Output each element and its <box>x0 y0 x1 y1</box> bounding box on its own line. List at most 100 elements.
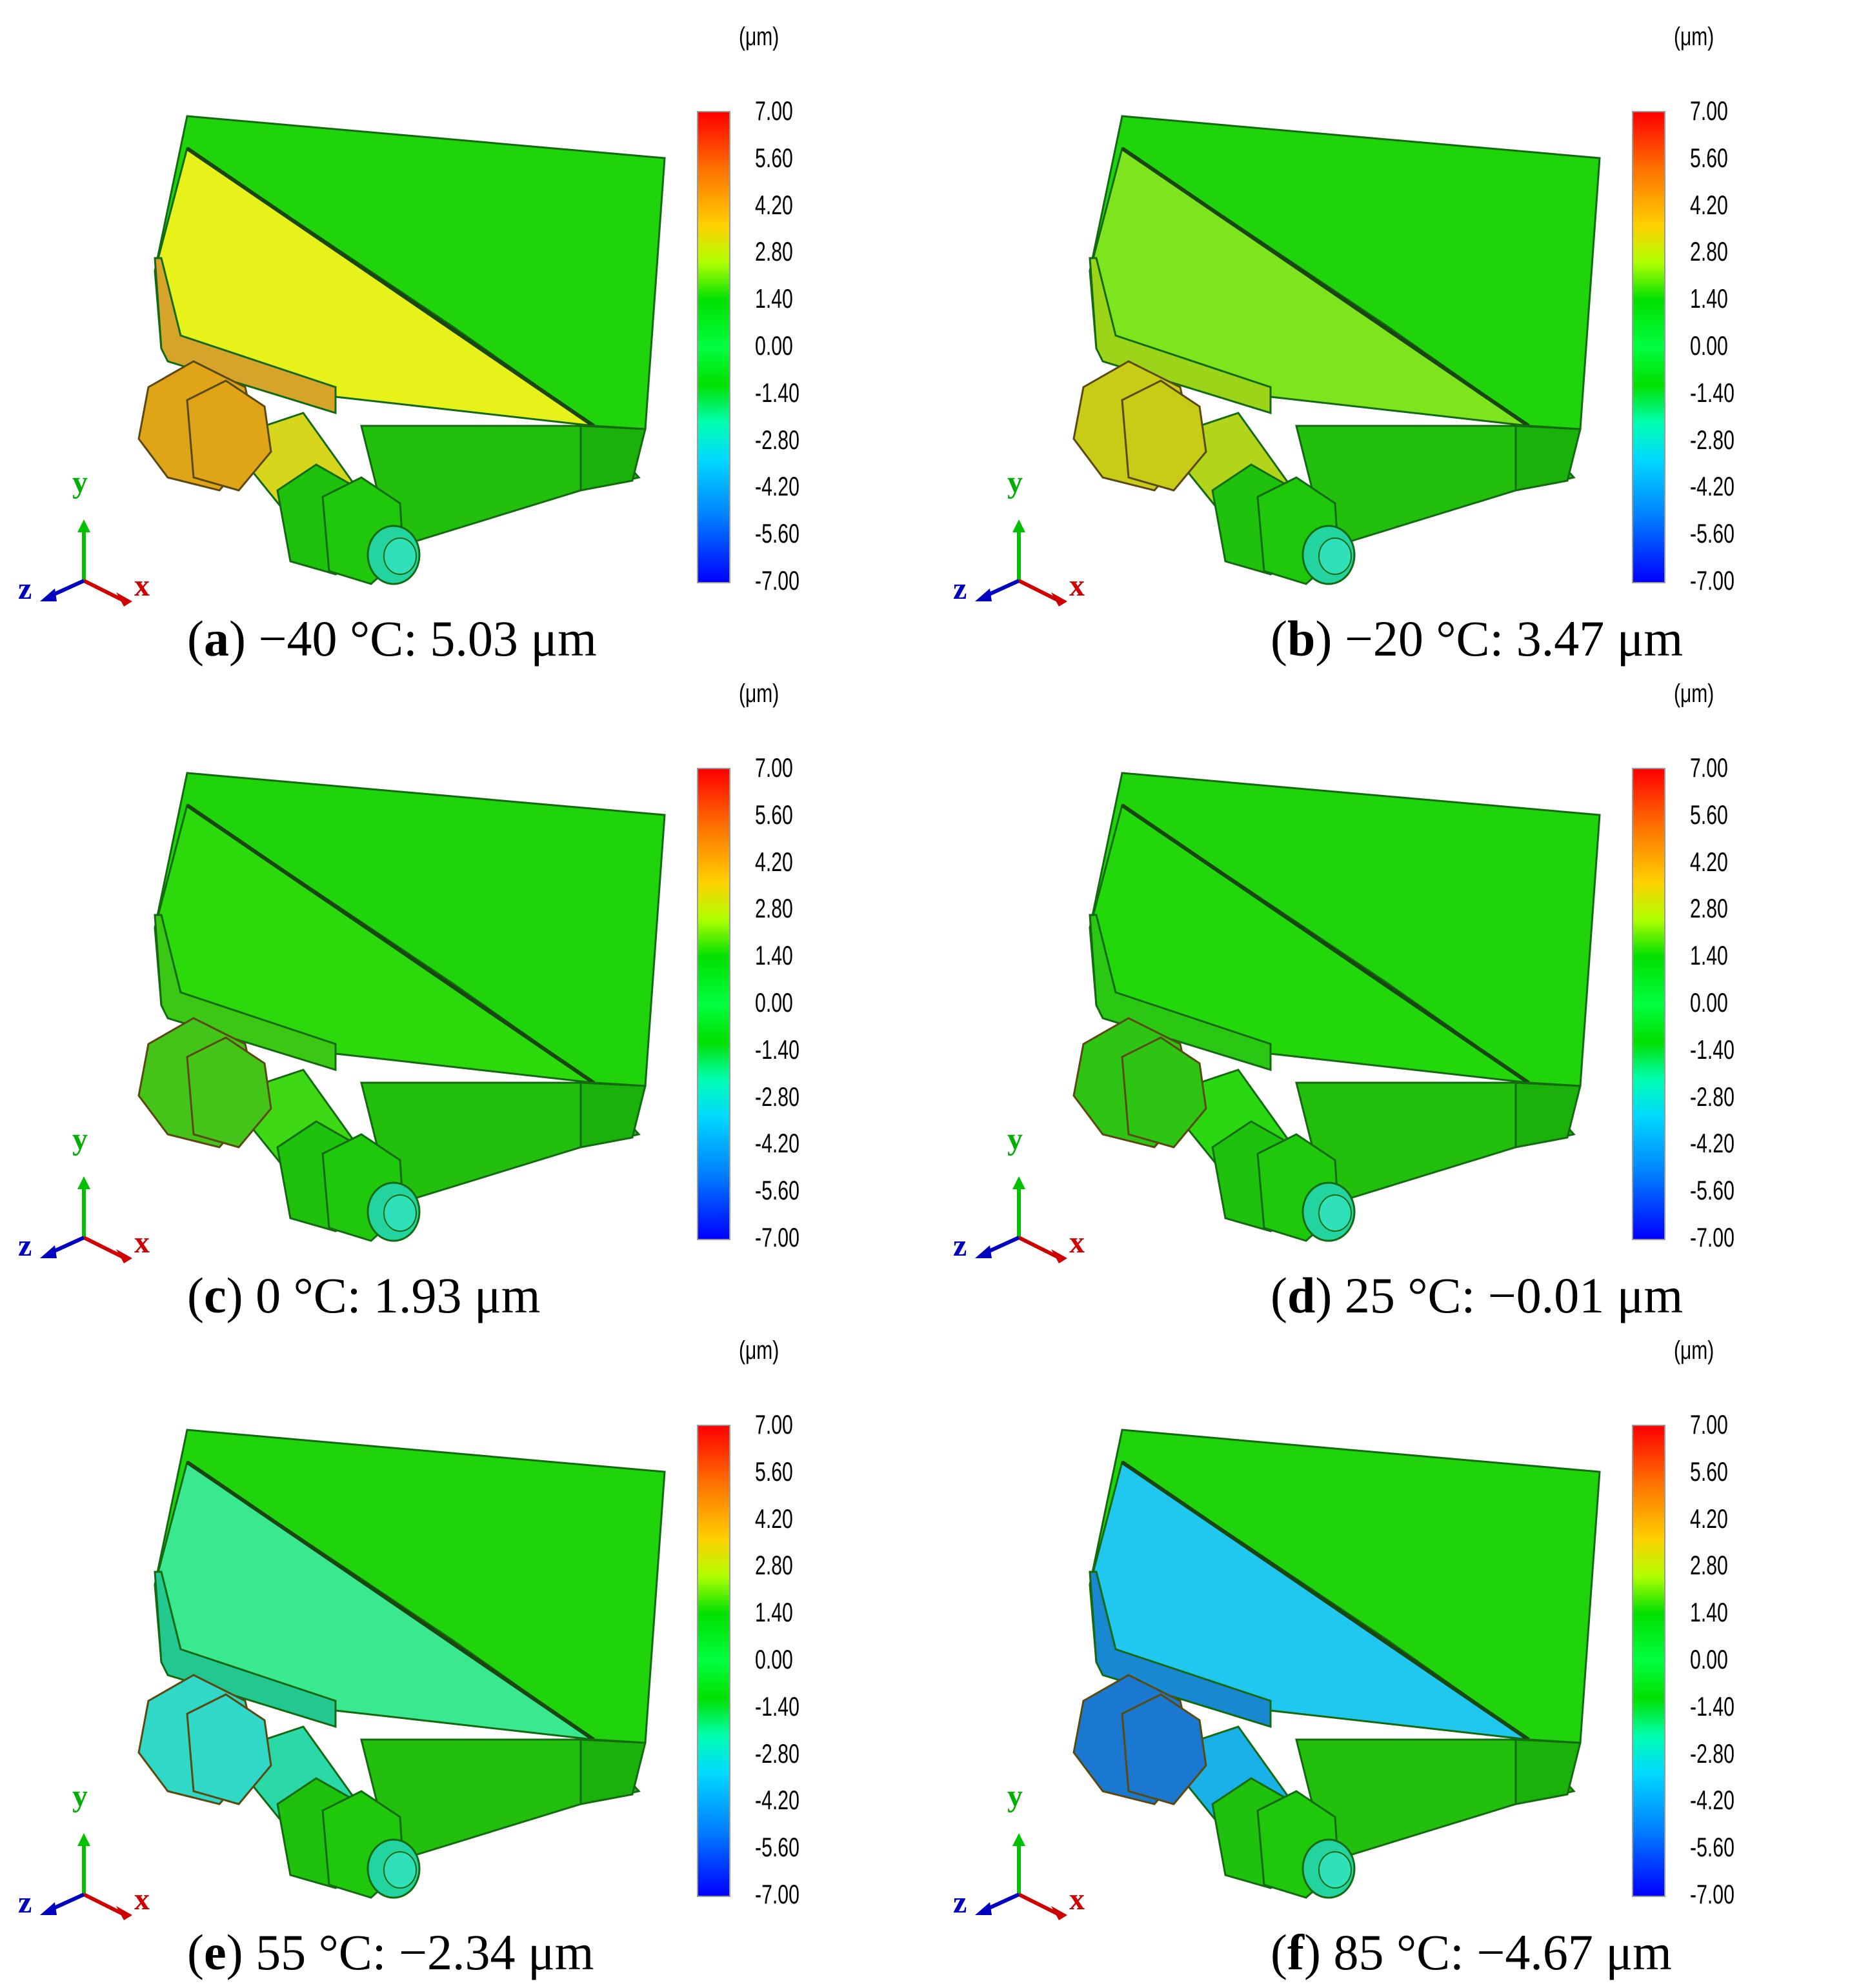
panel-caption: (e) 55 °C: −2.34 μm <box>187 1923 594 1982</box>
colorbar-tick: 4.20 <box>1690 846 1728 877</box>
colorbar-tick: -4.20 <box>755 1785 799 1816</box>
colorbar-tick: -4.20 <box>1690 1785 1734 1816</box>
colorbar-tick: -5.60 <box>1690 518 1734 549</box>
colorbar-tick: 7.00 <box>1690 1409 1728 1440</box>
colorbar-tick: 4.20 <box>1690 189 1728 220</box>
result-panel-b: (μm) 7.00 5.60 4.20 2.80 1.40 0.00 -1.40 -2.80 -… <box>935 0 1870 667</box>
axis-label-z: z <box>953 572 967 606</box>
colorbar-tick: 7.00 <box>1690 752 1728 783</box>
colorbar-tick: 7.00 <box>755 95 793 126</box>
colorbar-tick: 0.00 <box>755 330 793 361</box>
colorbar-tick: 0.00 <box>755 1644 793 1674</box>
side-block <box>154 1571 337 1729</box>
caption-letter: f <box>1287 1924 1304 1980</box>
colorbar <box>697 768 730 1240</box>
colorbar-tick: 5.60 <box>755 799 793 830</box>
colorbar-tick: -7.00 <box>755 565 799 596</box>
axis-label-x: x <box>1069 1882 1085 1916</box>
legend-unit: (μm) <box>1674 679 1714 708</box>
colorbar-tick: 4.20 <box>755 846 793 877</box>
colorbar-tick: 2.80 <box>1690 1550 1728 1581</box>
colorbar-tick: 5.60 <box>1690 142 1728 173</box>
colorbar <box>1632 768 1665 1240</box>
colorbar-tick: -1.40 <box>755 1691 799 1722</box>
axis-label-y: y <box>1007 1122 1023 1156</box>
axis-triad <box>40 1176 132 1263</box>
colorbar-tick: 2.80 <box>755 236 793 267</box>
colorbar-tick: -5.60 <box>1690 1175 1734 1206</box>
deformation-model <box>40 772 666 1263</box>
result-panel-f: (μm) 7.00 5.60 4.20 2.80 1.40 0.00 -1.40 -2.80 -… <box>935 1314 1870 1980</box>
colorbar-tick: -2.80 <box>1690 424 1734 455</box>
colorbar-tick: -2.80 <box>755 1081 799 1112</box>
colorbar-tick: 2.80 <box>755 1550 793 1581</box>
side-block <box>1089 1571 1272 1729</box>
caption-rest: ) 55 °C: −2.34 μm <box>226 1924 594 1980</box>
caption-open: ( <box>187 1924 204 1980</box>
colorbar-tick: -5.60 <box>755 518 799 549</box>
panel-caption: (a) −40 °C: 5.03 μm <box>187 610 597 668</box>
colorbar-tick: -5.60 <box>755 1175 799 1206</box>
caption-letter: c <box>203 1267 226 1323</box>
deformation-model <box>40 1429 666 1920</box>
panel-caption: (c) 0 °C: 1.93 μm <box>187 1267 540 1325</box>
caption-open: ( <box>187 1267 204 1323</box>
colorbar <box>1632 1425 1665 1897</box>
colorbar-tick: 0.00 <box>1690 330 1728 361</box>
colorbar-tick: 2.80 <box>1690 893 1728 924</box>
axis-label-x: x <box>1069 1225 1085 1260</box>
colorbar-tick: -4.20 <box>1690 471 1734 502</box>
colorbar-tick: -4.20 <box>755 471 799 502</box>
panel-caption: (f) 85 °C: −4.67 μm <box>1271 1923 1672 1982</box>
legend-unit: (μm) <box>739 23 779 51</box>
colorbar-tick: 4.20 <box>755 189 793 220</box>
axis-label-y: y <box>1007 465 1023 499</box>
result-panel-c: (μm) 7.00 5.60 4.20 2.80 1.40 0.00 -1.40 -2.80 -… <box>0 657 935 1323</box>
legend-unit: (μm) <box>1674 23 1714 51</box>
result-panel-a: (μm) 7.00 5.60 4.20 2.80 1.40 0.00 -1.40 -2.80 -… <box>0 0 935 667</box>
colorbar-tick: 7.00 <box>755 752 793 783</box>
axis-triad <box>40 519 132 607</box>
colorbar-tick: 5.60 <box>1690 1456 1728 1487</box>
axis-label-y: y <box>72 1779 88 1813</box>
caption-rest: ) −40 °C: 5.03 μm <box>228 610 597 667</box>
caption-open: ( <box>187 610 204 667</box>
colorbar-tick: 7.00 <box>1690 95 1728 126</box>
colorbar-tick: 1.40 <box>1690 940 1728 971</box>
axis-label-y: y <box>72 465 88 499</box>
axis-label-x: x <box>1069 568 1085 603</box>
axis-label-z: z <box>18 1885 32 1920</box>
colorbar-tick: 1.40 <box>755 283 793 314</box>
colorbar-tick: -1.40 <box>755 1034 799 1065</box>
colorbar-tick: 4.20 <box>1690 1503 1728 1534</box>
deformation-model <box>975 115 1601 607</box>
colorbar-tick: -1.40 <box>1690 377 1734 408</box>
colorbar-tick: -2.80 <box>755 424 799 455</box>
legend-unit: (μm) <box>739 679 779 708</box>
colorbar-tick: -2.80 <box>1690 1738 1734 1769</box>
axis-label-z: z <box>18 1229 32 1263</box>
side-block <box>1089 257 1272 415</box>
caption-rest: ) 85 °C: −4.67 μm <box>1303 1924 1672 1980</box>
colorbar-tick: -1.40 <box>755 377 799 408</box>
colorbar <box>697 1425 730 1897</box>
axis-label-x: x <box>134 1882 150 1916</box>
colorbar <box>1632 111 1665 583</box>
colorbar-tick: 0.00 <box>755 987 793 1018</box>
colorbar-tick: -1.40 <box>1690 1034 1734 1065</box>
colorbar-tick: -2.80 <box>1690 1081 1734 1112</box>
colorbar-tick: 4.20 <box>755 1503 793 1534</box>
caption-open: ( <box>1271 610 1287 667</box>
axis-label-x: x <box>134 568 150 603</box>
colorbar-tick: -7.00 <box>755 1222 799 1252</box>
axis-label-z: z <box>18 572 32 606</box>
deformation-model <box>975 1429 1601 1920</box>
caption-letter: a <box>203 610 229 667</box>
side-block <box>154 914 337 1072</box>
caption-letter: e <box>203 1924 226 1980</box>
colorbar-tick: 5.60 <box>755 142 793 173</box>
panel-caption: (d) 25 °C: −0.01 μm <box>1271 1267 1683 1325</box>
colorbar-tick: 5.60 <box>1690 799 1728 830</box>
colorbar-tick: 2.80 <box>755 893 793 924</box>
axis-label-z: z <box>953 1229 967 1263</box>
